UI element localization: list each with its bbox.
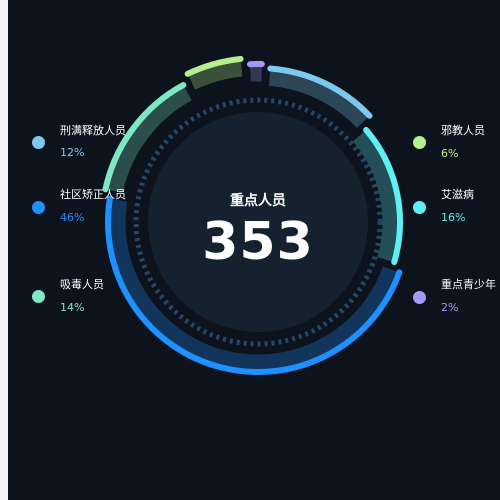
legend-item-aids: 艾滋病 16% — [413, 186, 500, 226]
ring-highlight-community-correction — [105, 195, 403, 375]
center-total-value: 353 — [202, 212, 314, 272]
legend-label: 艾滋病 — [441, 188, 474, 201]
ring-segment-aids — [352, 131, 398, 262]
legend-percent: 2% — [441, 301, 459, 314]
legend-percent: 6% — [441, 147, 459, 160]
legend-item-cult-members: 邪教人员 6% — [413, 122, 500, 162]
legend-dot — [413, 201, 426, 214]
ring-highlight-released-prisoners — [267, 65, 373, 119]
legend-dot — [32, 290, 45, 303]
legend-percent: 14% — [60, 301, 85, 314]
legend-dot — [32, 136, 45, 149]
legend-item-released-prisoners: 刑满释放人员 12% — [32, 122, 152, 162]
ring-segment-cult-members — [188, 61, 243, 90]
legend-label: 吸毒人员 — [60, 278, 104, 291]
chart-panel: 重点人员 353 刑满释放人员 12% 社区矫正人员 46% 吸毒人员 14% … — [8, 0, 500, 500]
legend-percent: 46% — [60, 211, 85, 224]
legend-item-drug-users: 吸毒人员 14% — [32, 276, 152, 316]
ring-highlight-aids — [363, 126, 403, 266]
legend-dot — [413, 136, 426, 149]
ring-highlight-cult-members — [184, 55, 244, 77]
legend-label: 邪教人员 — [441, 124, 485, 137]
legend-label: 刑满释放人员 — [60, 124, 126, 137]
legend-label: 社区矫正人员 — [60, 188, 126, 201]
dashed-ring — [133, 97, 383, 347]
inner-disc — [148, 112, 368, 332]
ring-segment-released-prisoners — [268, 70, 368, 128]
legend-percent: 12% — [60, 146, 85, 159]
center-title: 重点人员 — [230, 193, 286, 209]
ring-chart — [102, 55, 403, 375]
ring-segment-community-correction — [110, 199, 397, 370]
legend-percent: 16% — [441, 211, 466, 224]
ring-segment-drug-users — [107, 87, 192, 194]
legend-item-key-youth: 重点青少年 2% — [413, 276, 500, 316]
legend-dot — [32, 201, 45, 214]
legend-label: 重点青少年 — [441, 278, 496, 291]
legend-dot — [413, 291, 426, 304]
legend-item-community-correction: 社区矫正人员 46% — [32, 186, 152, 226]
ring-highlight-drug-users — [102, 82, 187, 193]
